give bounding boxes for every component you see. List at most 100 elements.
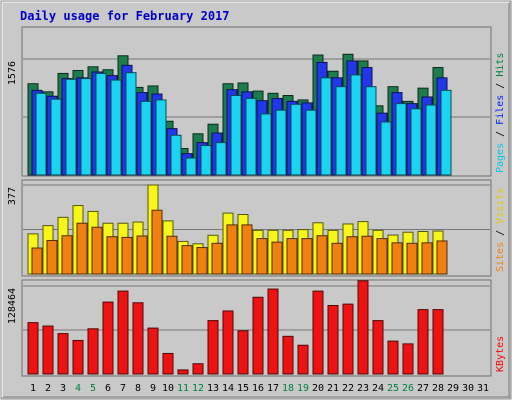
day-label-27: 27 <box>417 383 429 394</box>
day-label-5: 5 <box>90 383 96 394</box>
side-label-visits-1: / <box>495 224 506 242</box>
bar-hits-pages-day-21 <box>335 86 347 176</box>
bar-hits-pages-day-7 <box>125 72 137 176</box>
bar-hits-pages-day-27 <box>425 104 437 176</box>
bar-kbytes-kbytes-day-5 <box>87 328 99 375</box>
side-label-kbytes-0: KBytes <box>495 336 506 372</box>
bar-visits-sites-day-28 <box>436 240 448 275</box>
bar-kbytes-kbytes-day-10 <box>162 352 174 375</box>
day-label-31: 31 <box>477 383 489 394</box>
bar-kbytes-kbytes-day-24 <box>372 320 384 375</box>
day-label-7: 7 <box>120 383 126 394</box>
bar-hits-pages-day-8 <box>140 100 152 176</box>
bar-visits-sites-day-4 <box>76 222 88 275</box>
ytick-kbytes: 128464 <box>7 288 18 324</box>
bar-hits-pages-day-5 <box>95 72 107 176</box>
bar-kbytes-kbytes-day-4 <box>72 339 84 375</box>
bar-hits-pages-day-2 <box>50 98 62 176</box>
day-label-9: 9 <box>150 383 156 394</box>
bar-kbytes-kbytes-day-13 <box>207 320 219 375</box>
bar-kbytes-kbytes-day-27 <box>417 309 429 375</box>
bar-hits-pages-day-25 <box>395 103 407 176</box>
bar-kbytes-kbytes-day-17 <box>267 288 279 375</box>
bar-kbytes-kbytes-day-11 <box>177 369 189 375</box>
bar-visits-sites-day-9 <box>151 209 163 275</box>
bar-visits-sites-day-24 <box>376 238 388 275</box>
bar-visits-sites-day-15 <box>241 224 253 275</box>
day-label-14: 14 <box>222 383 234 394</box>
bar-hits-pages-day-17 <box>275 109 287 176</box>
day-label-12: 12 <box>192 383 204 394</box>
bar-kbytes-kbytes-day-16 <box>252 296 264 375</box>
bar-kbytes-kbytes-day-3 <box>57 333 69 375</box>
bar-kbytes-kbytes-day-23 <box>357 280 369 375</box>
bar-hits-pages-day-12 <box>200 145 212 176</box>
bar-visits-sites-day-14 <box>226 224 238 275</box>
bar-visits-sites-day-3 <box>61 235 73 275</box>
bar-visits-sites-day-1 <box>31 247 43 275</box>
bar-hits-pages-day-9 <box>155 99 167 176</box>
bar-visits-sites-day-6 <box>106 236 118 275</box>
side-label-visits-0: Sites <box>495 242 506 272</box>
bar-kbytes-kbytes-day-7 <box>117 290 129 375</box>
side-label-visits-2: Visits <box>495 188 506 224</box>
bar-visits-sites-day-8 <box>136 235 148 275</box>
bar-visits-sites-day-20 <box>316 235 328 275</box>
bar-hits-pages-day-16 <box>260 113 272 176</box>
bar-hits-pages-day-20 <box>320 77 332 176</box>
day-label-15: 15 <box>237 383 249 394</box>
bar-hits-pages-day-28 <box>440 89 452 176</box>
day-label-16: 16 <box>252 383 264 394</box>
bar-kbytes-kbytes-day-21 <box>327 304 339 375</box>
day-label-28: 28 <box>432 383 444 394</box>
bar-visits-sites-day-7 <box>121 236 133 275</box>
bar-kbytes-kbytes-day-6 <box>102 301 114 375</box>
day-label-29: 29 <box>447 383 459 394</box>
side-label-kbytes: KBytes <box>495 336 506 372</box>
bar-kbytes-kbytes-day-1 <box>27 322 39 375</box>
bar-hits-pages-day-6 <box>110 79 122 176</box>
side-label-hits-0: Pages <box>495 143 506 173</box>
day-label-19: 19 <box>297 383 309 394</box>
bar-visits-sites-day-23 <box>361 235 373 275</box>
bar-visits-sites-day-19 <box>301 238 313 275</box>
bar-kbytes-kbytes-day-8 <box>132 302 144 375</box>
day-label-20: 20 <box>312 383 324 394</box>
bar-hits-pages-day-19 <box>305 109 317 176</box>
day-label-4: 4 <box>75 383 81 394</box>
bar-visits-sites-day-25 <box>391 242 403 275</box>
bar-visits-sites-day-16 <box>256 238 268 275</box>
bar-hits-pages-day-1 <box>35 92 47 176</box>
bar-hits-pages-day-24 <box>380 121 392 176</box>
bar-visits-sites-day-5 <box>91 226 103 275</box>
side-label-hits-4: Hits <box>495 53 506 77</box>
bar-kbytes-kbytes-day-28 <box>432 309 444 375</box>
day-label-18: 18 <box>282 383 294 394</box>
day-label-23: 23 <box>357 383 369 394</box>
day-label-21: 21 <box>327 383 339 394</box>
bar-kbytes-kbytes-day-20 <box>312 290 324 375</box>
day-label-30: 30 <box>462 383 474 394</box>
day-label-6: 6 <box>105 383 111 394</box>
bar-kbytes-kbytes-day-18 <box>282 335 294 375</box>
bar-hits-pages-day-4 <box>80 78 92 176</box>
bar-hits-pages-day-13 <box>215 142 227 176</box>
bar-visits-sites-day-2 <box>46 239 58 275</box>
day-label-11: 11 <box>177 383 189 394</box>
bar-kbytes-kbytes-day-26 <box>402 343 414 375</box>
bar-kbytes-kbytes-day-15 <box>237 330 249 375</box>
bar-visits-sites-day-13 <box>211 242 223 275</box>
day-label-17: 17 <box>267 383 279 394</box>
bar-visits-sites-day-21 <box>331 242 343 275</box>
side-label-hits-2: Files <box>495 95 506 125</box>
bar-kbytes-kbytes-day-19 <box>297 344 309 375</box>
day-label-10: 10 <box>162 383 174 394</box>
bar-visits-sites-day-17 <box>271 241 283 275</box>
bar-hits-pages-day-18 <box>290 103 302 176</box>
bar-hits-pages-day-22 <box>350 74 362 176</box>
bar-visits-sites-day-22 <box>346 236 358 275</box>
bar-hits-pages-day-23 <box>365 86 377 176</box>
day-label-1: 1 <box>30 383 36 394</box>
